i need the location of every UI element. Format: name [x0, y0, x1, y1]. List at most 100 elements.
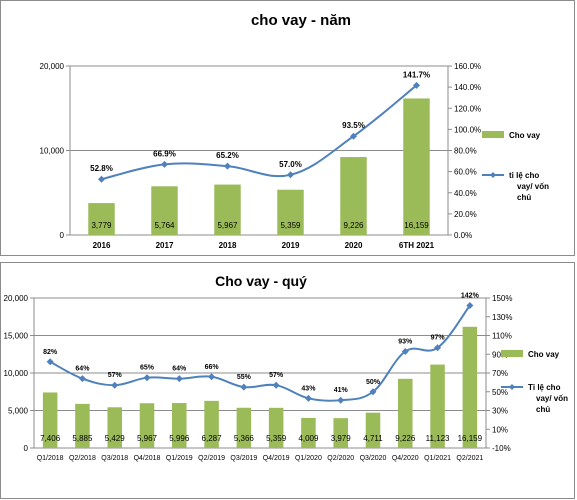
bar-value-label: 16,159	[404, 221, 429, 230]
y-right-tick-label: 150%	[492, 294, 512, 303]
line-point	[98, 175, 105, 183]
line-value-label: 50%	[366, 379, 381, 386]
x-tick-label: Q4/2020	[392, 455, 419, 462]
y-right-tick-label: 140.0%	[454, 83, 481, 92]
line-value-label: 82%	[43, 349, 58, 356]
legend-line-marker	[490, 172, 496, 178]
chart-panel-quarterly: Cho vay - quý 0 5,000 10,000 15,000 20,000 -1…	[0, 262, 575, 499]
y-right-tick-label: 160.0%	[454, 62, 481, 71]
line-point	[287, 171, 294, 179]
legend-bar-swatch	[482, 131, 504, 138]
line-point	[111, 381, 119, 389]
bar	[107, 407, 122, 448]
legend-label: Cho vay	[509, 131, 541, 140]
x-tick-label: Q4/2018	[134, 455, 161, 462]
x-tick-label: 2016	[93, 241, 111, 250]
x-tick-label: Q1/2021	[424, 455, 451, 462]
line-point	[401, 347, 409, 355]
bar-value-label: 16,159	[458, 434, 483, 443]
y-left-tick-label: 10,000	[40, 147, 65, 156]
y-left-tick-label: 10,000	[4, 369, 29, 378]
bar-value-label: 11,123	[426, 434, 450, 443]
line-value-label: 93.5%	[342, 121, 365, 130]
y-left-tick-label: 5,000	[8, 407, 29, 416]
bar-value-label: 3,979	[331, 434, 352, 443]
bar	[75, 403, 90, 448]
bar-value-label: 4,711	[363, 434, 383, 443]
bar	[236, 407, 252, 448]
bar	[172, 403, 187, 448]
bar	[340, 157, 367, 235]
x-tick-label: Q2/2020	[327, 455, 354, 462]
line-point	[466, 302, 474, 309]
y-right-tick-label: -10%	[492, 444, 511, 453]
line-value-label: 41%	[334, 387, 349, 394]
line-point	[161, 160, 168, 168]
line-point	[369, 388, 377, 396]
line-value-label: 55%	[237, 374, 252, 381]
y-right-tick-label: 100.0%	[454, 125, 481, 134]
legend-label: Tỉ lệ cho	[528, 383, 561, 392]
y-left-tick-label: 0	[60, 231, 65, 240]
line-point	[224, 162, 231, 170]
chart-title: Cho vay - quý	[215, 273, 307, 289]
yearly-loan-chart: cho vay - năm 0 10,000 20,000 0.0% 20.0% 40.0…	[40, 12, 550, 250]
y-right-tick-label: 40.0%	[454, 189, 477, 198]
bar	[139, 403, 155, 448]
x-tick-label: Q4/2019	[263, 455, 290, 462]
line-value-label: 66.9%	[153, 149, 176, 158]
y-right-tick-label: 50%	[492, 388, 508, 397]
line-value-label: 57.0%	[279, 160, 302, 169]
y-right-tick-label: 20.0%	[454, 210, 477, 219]
bar	[42, 392, 58, 448]
y-right-tick-label: 10%	[492, 425, 508, 434]
line-point	[434, 344, 442, 352]
bar-value-label: 5,429	[105, 434, 126, 443]
y-left-tick-label: 15,000	[4, 332, 29, 341]
line-value-label: 65%	[140, 365, 155, 372]
line-value-label: 57%	[269, 372, 284, 379]
line-value-label: 52.8%	[90, 164, 113, 173]
line-point	[350, 132, 357, 140]
x-tick-label: Q1/2018	[37, 455, 64, 462]
bar-value-label: 5,996	[169, 434, 190, 443]
line-value-label: 142%	[461, 293, 480, 300]
legend-label: vay/ vốn	[517, 182, 549, 191]
x-tick-label: 2017	[156, 241, 174, 250]
chart-title: cho vay - năm	[251, 12, 351, 29]
quarterly-loan-chart: Cho vay - quý 0 5,000 10,000 15,000 20,000 -1…	[4, 273, 569, 462]
bar-value-label: 5,359	[280, 221, 301, 230]
chart-panel-yearly: cho vay - năm 0 10,000 20,000 0.0% 20.0% 40.0…	[0, 0, 575, 256]
bar	[277, 189, 304, 235]
line-value-label: 64%	[75, 366, 90, 373]
legend-line-marker	[509, 384, 515, 390]
line-value-label: 57%	[108, 372, 123, 379]
x-tick-label: 2020	[345, 241, 363, 250]
x-tick-label: Q3/2020	[360, 455, 387, 462]
y-right-tick-label: 0.0%	[454, 231, 472, 240]
line-value-label: 93%	[398, 338, 413, 345]
line-value-label: 97%	[431, 335, 446, 342]
y-left-tick-label: 20,000	[40, 62, 65, 71]
bar	[365, 412, 381, 448]
bar-value-label: 9,226	[395, 434, 416, 443]
line-point	[337, 396, 345, 404]
legend-label: Cho vay	[528, 350, 560, 359]
x-tick-label: Q1/2020	[295, 455, 322, 462]
x-tick-label: Q2/2019	[198, 455, 225, 462]
bar-value-label: 5,359	[266, 434, 287, 443]
bar	[204, 400, 219, 448]
bar-value-label: 5,764	[154, 221, 175, 230]
line-point	[413, 81, 420, 89]
line-value-label: 141.7%	[403, 70, 430, 79]
bar	[333, 418, 348, 448]
bar	[88, 203, 115, 235]
bar	[151, 186, 178, 235]
bar-value-label: 6,287	[202, 434, 223, 443]
bar-value-label: 7,406	[40, 434, 61, 443]
bar-value-label: 5,967	[137, 434, 158, 443]
bar	[462, 326, 478, 448]
line-point	[175, 375, 183, 383]
y-right-tick-label: 110%	[492, 332, 512, 341]
x-tick-label: Q3/2019	[230, 455, 257, 462]
